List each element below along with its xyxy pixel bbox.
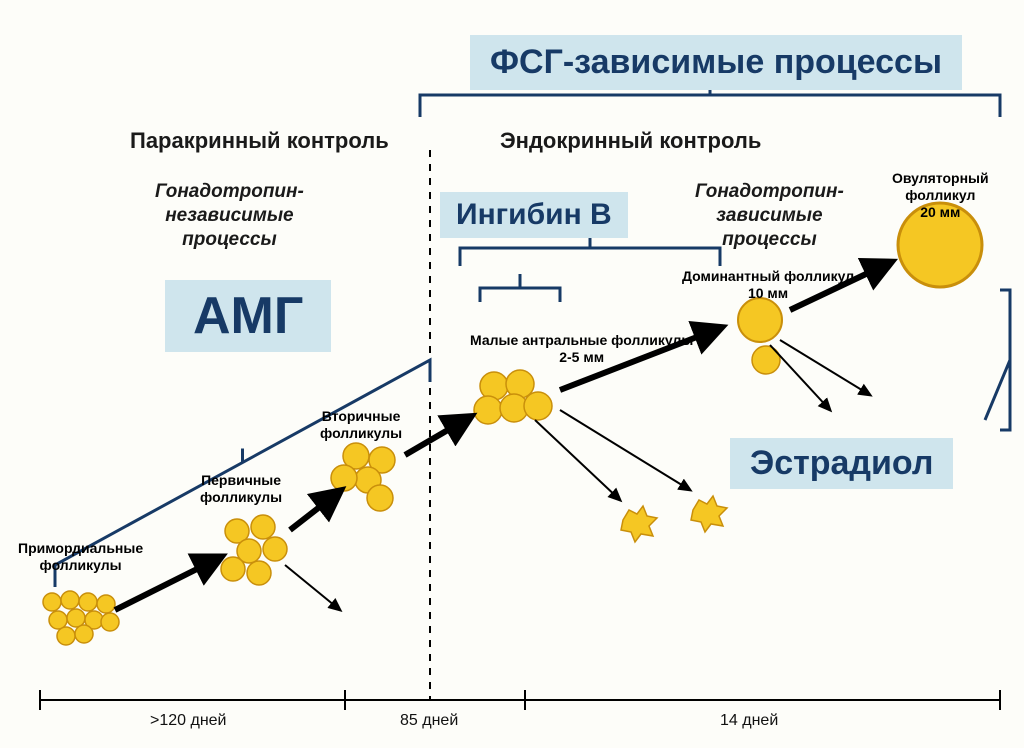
dominant-follicle: [738, 298, 782, 342]
progress-arrow: [290, 495, 335, 530]
svg-layer: [0, 0, 1024, 748]
follicle: [97, 595, 115, 613]
gt-indep: Гонадотропин- независимые процессы: [155, 180, 304, 251]
timeline-85: 85 дней: [400, 712, 458, 730]
follicle: [367, 485, 393, 511]
ovulatory-l1: Овуляторный: [892, 170, 989, 186]
follicle: [221, 557, 245, 581]
follicle: [331, 465, 357, 491]
gt-dep: Гонадотропин- зависимые процессы: [695, 180, 844, 251]
dominant-label: Доминантный фолликул 10 мм: [682, 268, 854, 302]
timeline-14: 14 дней: [720, 712, 778, 730]
atresia-blob: [621, 506, 657, 542]
ovulatory-label: Овуляторный фолликул 20 мм: [892, 170, 989, 220]
amh-box: АМГ: [165, 280, 331, 352]
primordial-l2: фолликулы: [40, 557, 122, 573]
follicle: [524, 392, 552, 420]
small-antral-l1: Малые антральные фолликулы: [470, 332, 693, 348]
follicle: [61, 591, 79, 609]
atresia-arrow: [535, 420, 620, 500]
gt-dep-l3: процессы: [722, 229, 817, 250]
follicle: [43, 593, 61, 611]
atresia-arrow: [780, 340, 870, 395]
primary-l1: Первичные: [201, 472, 281, 488]
gt-indep-l2: независимые: [165, 205, 293, 226]
follicle: [247, 561, 271, 585]
follicle: [263, 537, 287, 561]
atresia-arrow: [285, 565, 340, 610]
endocrine-label: Эндокринный контроль: [500, 128, 761, 154]
follicle: [57, 627, 75, 645]
dominant-l1: Доминантный фолликул: [682, 268, 854, 284]
diagram-root: { "canvas": { "w": 1024, "h": 748, "bg":…: [0, 0, 1024, 748]
follicle: [474, 396, 502, 424]
secondary-l2: фолликулы: [320, 425, 402, 441]
secondary-l1: Вторичные: [322, 408, 401, 424]
gt-indep-l1: Гонадотропин-: [155, 181, 304, 202]
timeline-120: >120 дней: [150, 712, 227, 730]
progress-arrow: [405, 420, 465, 455]
inhibin-box: Ингибин В: [440, 192, 628, 238]
bracket: [460, 234, 720, 266]
gt-dep-l2: зависимые: [716, 205, 822, 226]
small-antral-l2: 2-5 мм: [559, 349, 604, 365]
gt-dep-l1: Гонадотропин-: [695, 181, 844, 202]
small-antral-label: Малые антральные фолликулы 2-5 мм: [470, 332, 693, 366]
ovulatory-l3: 20 мм: [920, 204, 960, 220]
atresia-arrow: [770, 345, 830, 410]
ovulatory-l2: фолликул: [905, 187, 975, 203]
follicle: [79, 593, 97, 611]
primary-label: Первичные фолликулы: [200, 472, 282, 506]
estradiol-box: Эстрадиол: [730, 438, 953, 489]
primary-l2: фолликулы: [200, 489, 282, 505]
follicle: [101, 613, 119, 631]
primordial-label: Примордиальные фолликулы: [18, 540, 143, 574]
follicle: [251, 515, 275, 539]
fsh-box: ФСГ-зависимые процессы: [470, 35, 962, 90]
gt-indep-l3: процессы: [182, 229, 277, 250]
paracrine-label: Паракринный контроль: [130, 128, 389, 154]
atresia-arrow: [560, 410, 690, 490]
estradiol-bracket: [985, 290, 1010, 430]
dominant-l2: 10 мм: [748, 285, 788, 301]
atresia-blob: [691, 496, 727, 532]
secondary-label: Вторичные фолликулы: [320, 408, 402, 442]
bracket: [480, 274, 560, 302]
primordial-l1: Примордиальные: [18, 540, 143, 556]
follicle: [67, 609, 85, 627]
follicle: [75, 625, 93, 643]
follicle: [49, 611, 67, 629]
